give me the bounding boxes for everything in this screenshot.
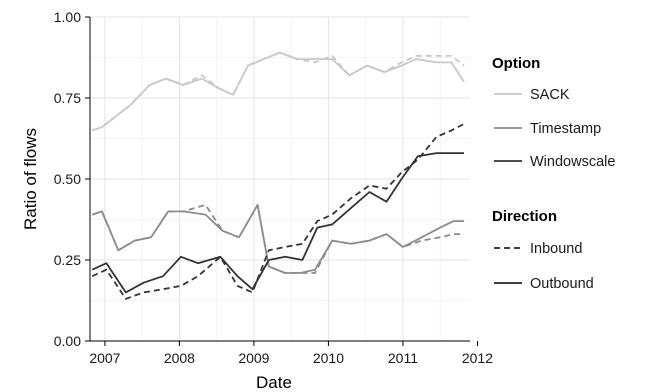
- y-tick-label: 0.25: [54, 252, 81, 268]
- x-tick-label: 2008: [164, 350, 195, 366]
- legend-title-option: Option: [492, 55, 540, 72]
- x-tick-label: 2011: [388, 350, 418, 366]
- legend: Option SACK Timestamp Windowscale Direct…: [492, 55, 615, 292]
- series-line-windowscale-outbound: [91, 152, 464, 294]
- x-tick-label: 2007: [89, 350, 120, 366]
- y-ticks: 0.00 0.25 0.50 0.75 1.00: [54, 9, 90, 349]
- plot-area: 0.00 0.25 0.50 0.75 1.00 2007 2008 2009 2010 201…: [54, 9, 493, 366]
- y-axis-title: Ratio of flows: [21, 128, 40, 230]
- legend-label-timestamp: Timestamp: [530, 121, 601, 137]
- series-line-sack-outbound: [91, 51, 465, 132]
- y-tick-label: 0.00: [54, 333, 81, 349]
- legend-item-inbound: Inbound: [494, 241, 582, 257]
- series-line-sack-inbound: [91, 51, 465, 132]
- y-tick-label: 0.75: [54, 90, 81, 106]
- legend-item-sack: SACK: [494, 87, 570, 103]
- series-line-windowscale-inbound: [91, 123, 465, 300]
- legend-item-timestamp: Timestamp: [494, 121, 601, 137]
- legend-label-outbound: Outbound: [530, 276, 594, 292]
- y-tick-label: 0.50: [54, 171, 81, 187]
- legend-item-windowscale: Windowscale: [494, 154, 615, 170]
- x-tick-label: 2012: [462, 350, 493, 366]
- legend-label-inbound: Inbound: [530, 241, 582, 257]
- legend-title-direction: Direction: [492, 208, 557, 225]
- legend-label-windowscale: Windowscale: [530, 154, 615, 170]
- x-tick-label: 2009: [238, 350, 269, 366]
- series-line-timestamp-inbound: [91, 203, 464, 274]
- x-ticks: 2007 2008 2009 2010 2011 2012: [89, 341, 493, 366]
- x-tick-label: 2010: [313, 350, 344, 366]
- x-axis-title: Date: [256, 373, 292, 392]
- legend-label-sack: SACK: [530, 87, 570, 103]
- legend-item-outbound: Outbound: [494, 276, 594, 292]
- series-line-timestamp-outbound: [91, 203, 464, 274]
- y-tick-label: 1.00: [54, 9, 81, 25]
- series-layer: [91, 51, 465, 300]
